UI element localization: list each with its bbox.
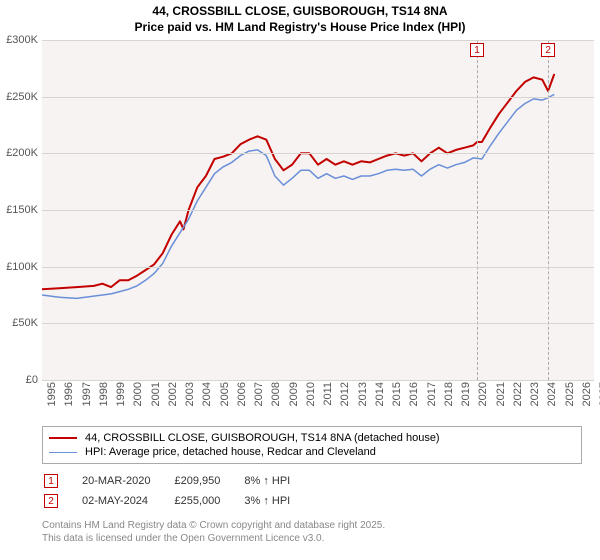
transaction-change: 3% ↑ HPI [244,492,312,510]
y-axis-label: £50K [0,317,38,329]
attribution-footer: Contains HM Land Registry data © Crown c… [42,520,385,545]
y-gridline [42,97,594,98]
y-axis-label: £250K [0,91,38,103]
transaction-marker: 1 [44,474,58,488]
transactions-table: 1 20-MAR-2020£209,9508% ↑ HPI 2 02-MAY-2024… [42,470,314,512]
y-gridline [42,380,594,381]
legend-label: 44, CROSSBILL CLOSE, GUISBOROUGH, TS14 8… [85,432,440,444]
footer-line1: Contains HM Land Registry data © Crown c… [42,520,385,531]
transaction-row: 2 02-MAY-2024£255,0003% ↑ HPI [44,492,312,510]
x-axis-label: 2008 [270,382,282,416]
x-axis-label: 2026 [581,382,593,416]
x-axis-label: 2005 [219,382,231,416]
legend-label: HPI: Average price, detached house, Redc… [85,446,376,458]
transaction-price: £255,000 [174,492,242,510]
x-axis-label: 1996 [63,382,75,416]
x-axis-label: 2024 [546,382,558,416]
x-axis-label: 1999 [115,382,127,416]
title-line1: 44, CROSSBILL CLOSE, GUISBOROUGH, TS14 8… [152,4,447,18]
x-axis-label: 2017 [426,382,438,416]
x-axis-label: 2023 [529,382,541,416]
x-axis-label: 2010 [305,382,317,416]
y-axis-label: £0 [0,374,38,386]
x-axis-label: 2022 [512,382,524,416]
y-axis-label: £200K [0,147,38,159]
transaction-change: 8% ↑ HPI [244,472,312,490]
transaction-date: 02-MAY-2024 [82,492,172,510]
x-axis-label: 2011 [322,382,334,416]
transaction-price: £209,950 [174,472,242,490]
transaction-marker: 2 [44,494,58,508]
y-gridline [42,153,594,154]
footer-line2: This data is licensed under the Open Gov… [42,533,324,544]
x-axis-label: 2014 [374,382,386,416]
legend-swatch [49,437,77,439]
chart-area: 12 £0£50K£100K£150K£200K£250K£300K199519… [0,40,600,420]
legend-swatch [49,452,77,453]
x-axis-label: 2004 [201,382,213,416]
x-axis-label: 2012 [339,382,351,416]
y-axis-label: £100K [0,261,38,273]
x-axis-label: 2018 [443,382,455,416]
x-axis-label: 2003 [184,382,196,416]
transaction-date: 20-MAR-2020 [82,472,172,490]
legend: 44, CROSSBILL CLOSE, GUISBOROUGH, TS14 8… [42,426,582,464]
x-axis-label: 2016 [408,382,420,416]
x-axis-label: 2013 [357,382,369,416]
x-axis-label: 2009 [288,382,300,416]
y-axis-label: £150K [0,204,38,216]
x-axis-label: 2015 [391,382,403,416]
x-axis-label: 2006 [236,382,248,416]
x-axis-label: 2020 [477,382,489,416]
x-axis-label: 2001 [150,382,162,416]
chart-title: 44, CROSSBILL CLOSE, GUISBOROUGH, TS14 8… [0,0,600,35]
plot-marker: 2 [541,43,555,57]
x-axis-label: 2021 [495,382,507,416]
x-axis-label: 2019 [460,382,472,416]
x-axis-label: 1997 [81,382,93,416]
x-axis-label: 2000 [132,382,144,416]
x-axis-label: 1998 [98,382,110,416]
legend-item: HPI: Average price, detached house, Redc… [49,445,575,459]
x-axis-label: 1995 [46,382,58,416]
y-gridline [42,323,594,324]
title-line2: Price paid vs. HM Land Registry's House … [135,20,466,34]
x-axis-label: 2002 [167,382,179,416]
x-axis-label: 2025 [564,382,576,416]
y-gridline [42,210,594,211]
transaction-row: 1 20-MAR-2020£209,9508% ↑ HPI [44,472,312,490]
y-gridline [42,267,594,268]
plot-marker: 1 [470,43,484,57]
y-gridline [42,40,594,41]
y-axis-label: £300K [0,34,38,46]
legend-item: 44, CROSSBILL CLOSE, GUISBOROUGH, TS14 8… [49,431,575,445]
x-axis-label: 2007 [253,382,265,416]
